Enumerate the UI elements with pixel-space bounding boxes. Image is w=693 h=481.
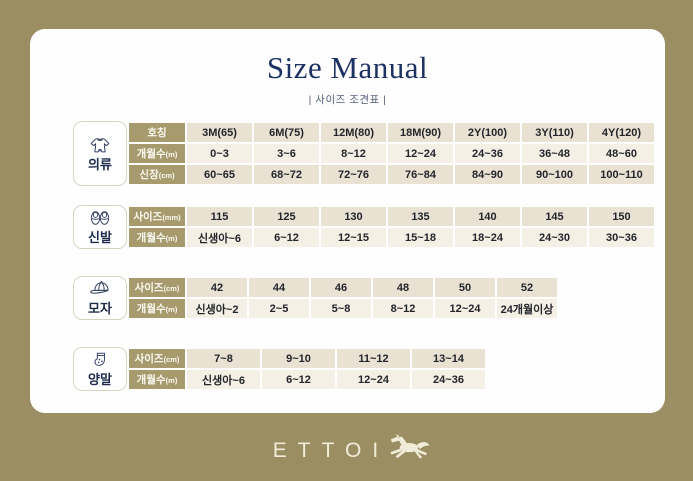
- size-table: 사이즈(cm) 42 44 46 48 50 52 개월수(m) 신생아~2 2~5 5~8 8~12…: [127, 276, 559, 320]
- row-header-cell: 개월수(m): [129, 299, 185, 318]
- table-row: 신장(cm) 60~65 68~72 72~76 76~84 84~90 90~100 100…: [129, 165, 654, 184]
- size-value-cell: 36~48: [522, 144, 587, 163]
- size-value-cell: 12~24: [388, 144, 453, 163]
- row-header-cell: 개월수(m): [129, 228, 185, 247]
- size-value-cell: 30~36: [589, 228, 654, 247]
- size-value-cell: 24~30: [522, 228, 587, 247]
- table-row: 호칭 3M(65) 6M(75) 12M(80) 18M(90) 2Y(100) 3Y(11…: [129, 123, 654, 142]
- size-value-cell: 12~24: [435, 299, 495, 318]
- size-value-cell: 24~36: [455, 144, 520, 163]
- size-value-cell: 5~8: [311, 299, 371, 318]
- size-value-cell: 76~84: [388, 165, 453, 184]
- size-value-cell: 90~100: [522, 165, 587, 184]
- size-value-cell: 6~12: [262, 370, 335, 389]
- size-value-cell: 신생아~6: [187, 228, 252, 247]
- category-box: 의류: [73, 121, 127, 186]
- size-table: 호칭 3M(65) 6M(75) 12M(80) 18M(90) 2Y(100) 3Y(11…: [127, 121, 656, 186]
- size-value-cell: 12M(80): [321, 123, 386, 142]
- size-value-cell: 125: [254, 207, 319, 226]
- size-value-cell: 12~15: [321, 228, 386, 247]
- size-value-cell: 신생아~6: [187, 370, 260, 389]
- size-value-cell: 7~8: [187, 349, 260, 368]
- table-row: 개월수(m) 신생아~6 6~12 12~15 15~18 18~24 24~30 30~36: [129, 228, 654, 247]
- size-value-cell: 44: [249, 278, 309, 297]
- row-header-cell: 호칭: [129, 123, 185, 142]
- size-value-cell: 24개월이상: [497, 299, 557, 318]
- size-value-cell: 60~65: [187, 165, 252, 184]
- size-value-cell: 9~10: [262, 349, 335, 368]
- size-section: 양말 사이즈(cm) 7~8 9~10 11~12 13~14 개월수(m) 신생아~6 6~1…: [73, 347, 487, 391]
- table-row: 사이즈(cm) 42 44 46 48 50 52: [129, 278, 557, 297]
- row-header-cell: 개월수(m): [129, 144, 185, 163]
- row-header-cell: 사이즈(cm): [129, 278, 185, 297]
- size-value-cell: 3M(65): [187, 123, 252, 142]
- sock-icon: [91, 351, 109, 373]
- category-label: 모자: [88, 301, 112, 316]
- size-value-cell: 115: [187, 207, 252, 226]
- size-value-cell: 11~12: [337, 349, 410, 368]
- size-value-cell: 0~3: [187, 144, 252, 163]
- size-value-cell: 140: [455, 207, 520, 226]
- horse-icon: [385, 433, 431, 469]
- size-value-cell: 145: [522, 207, 587, 226]
- brand-footer: ETTOI: [0, 433, 693, 469]
- row-header-cell: 사이즈(mm): [129, 207, 185, 226]
- row-header-cell: 개월수(m): [129, 370, 185, 389]
- size-value-cell: 42: [187, 278, 247, 297]
- size-value-cell: 6~12: [254, 228, 319, 247]
- size-value-cell: 48~60: [589, 144, 654, 163]
- size-value-cell: 48: [373, 278, 433, 297]
- category-box: 신발: [73, 205, 127, 249]
- size-value-cell: 135: [388, 207, 453, 226]
- size-value-cell: 4Y(120): [589, 123, 654, 142]
- size-value-cell: 2Y(100): [455, 123, 520, 142]
- table-row: 개월수(m) 신생아~6 6~12 12~24 24~36: [129, 370, 485, 389]
- size-value-cell: 130: [321, 207, 386, 226]
- page-title: Size Manual: [266, 50, 429, 85]
- category-label: 의류: [88, 156, 112, 172]
- table-row: 사이즈(mm) 115 125 130 135 140 145 150: [129, 207, 654, 226]
- size-value-cell: 150: [589, 207, 654, 226]
- size-section: 모자 사이즈(cm) 42 44 46 48 50 52 개월수(m) 신생아~2 2~5 5~8 8~…: [73, 276, 559, 320]
- row-header-cell: 신장(cm): [129, 165, 185, 184]
- size-value-cell: 100~110: [589, 165, 654, 184]
- row-header-cell: 사이즈(cm): [129, 349, 185, 368]
- size-table: 사이즈(mm) 115 125 130 135 140 145 150 개월수(m) 신생아~6 6…: [127, 205, 656, 249]
- size-manual-card: Size Manual | 사이즈 조견표 | 의류 호칭 3M(65) 6M(75)…: [30, 29, 665, 413]
- size-value-cell: 3Y(110): [522, 123, 587, 142]
- size-value-cell: 12~24: [337, 370, 410, 389]
- onesie-icon: [89, 136, 111, 158]
- table-row: 개월수(m) 신생아~2 2~5 5~8 8~12 12~24 24개월이상: [129, 299, 557, 318]
- brand-logo-text: ETTOI: [272, 439, 390, 462]
- category-label: 양말: [88, 372, 112, 387]
- table-row: 개월수(m) 0~3 3~6 8~12 12~24 24~36 36~48 48~60: [129, 144, 654, 163]
- size-value-cell: 신생아~2: [187, 299, 247, 318]
- cap-icon: [89, 280, 112, 302]
- size-value-cell: 13~14: [412, 349, 485, 368]
- table-row: 사이즈(cm) 7~8 9~10 11~12 13~14: [129, 349, 485, 368]
- size-value-cell: 2~5: [249, 299, 309, 318]
- size-value-cell: 18M(90): [388, 123, 453, 142]
- size-value-cell: 3~6: [254, 144, 319, 163]
- size-value-cell: 52: [497, 278, 557, 297]
- category-box: 모자: [73, 276, 127, 320]
- category-box: 양말: [73, 347, 127, 391]
- size-value-cell: 50: [435, 278, 495, 297]
- page-subtitle: | 사이즈 조견표 |: [308, 94, 387, 106]
- size-value-cell: 24~36: [412, 370, 485, 389]
- size-value-cell: 8~12: [373, 299, 433, 318]
- size-value-cell: 6M(75): [254, 123, 319, 142]
- size-value-cell: 46: [311, 278, 371, 297]
- shoes-icon: [89, 209, 111, 231]
- size-value-cell: 68~72: [254, 165, 319, 184]
- size-section: 의류 호칭 3M(65) 6M(75) 12M(80) 18M(90) 2Y(100) 3Y(…: [73, 121, 656, 186]
- category-label: 신발: [88, 230, 112, 245]
- size-value-cell: 15~18: [388, 228, 453, 247]
- size-table: 사이즈(cm) 7~8 9~10 11~12 13~14 개월수(m) 신생아~6 6~12 1…: [127, 347, 487, 391]
- size-value-cell: 18~24: [455, 228, 520, 247]
- size-value-cell: 84~90: [455, 165, 520, 184]
- size-value-cell: 8~12: [321, 144, 386, 163]
- size-section: 신발 사이즈(mm) 115 125 130 135 140 145 150 개월수(m) 신생아~…: [73, 205, 656, 249]
- size-value-cell: 72~76: [321, 165, 386, 184]
